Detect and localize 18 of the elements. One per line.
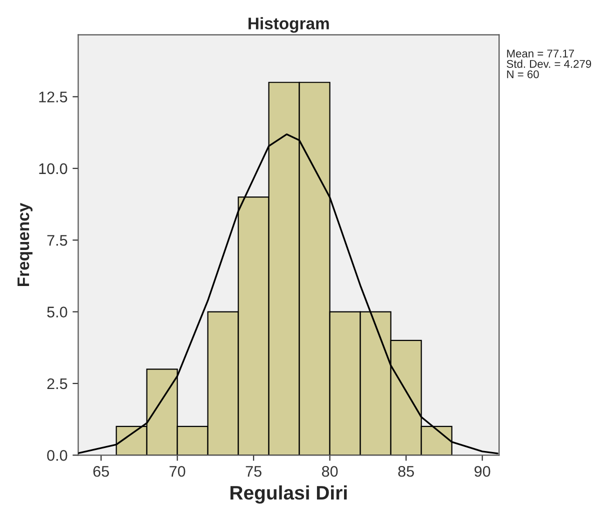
chart-title: Histogram	[248, 17, 329, 33]
y-tick-label: 12.5	[39, 92, 68, 102]
x-tick-label: 70	[170, 466, 186, 477]
x-axis-title: Regulasi Diri	[230, 485, 347, 504]
y-axis-title: Frequency	[18, 202, 33, 286]
text: Mean = 77.17	[507, 50, 574, 58]
x-tick-label: 85	[398, 466, 414, 477]
x-tick-label: 75	[246, 466, 262, 477]
x-tick-label: 65	[93, 466, 109, 477]
y-tick-label: 2.5	[47, 378, 68, 390]
y-tick-label: 0.0	[47, 450, 68, 461]
y-tick-label: 7.5	[47, 235, 68, 246]
text: Std. Dev. = 4.279	[506, 60, 592, 68]
y-tick-label: 5.0	[47, 306, 68, 318]
x-tick-label: 90	[474, 466, 490, 477]
text: N = 60	[507, 70, 539, 78]
y-tick-label: 10.0	[39, 163, 68, 174]
x-tick-label: 80	[322, 466, 338, 477]
